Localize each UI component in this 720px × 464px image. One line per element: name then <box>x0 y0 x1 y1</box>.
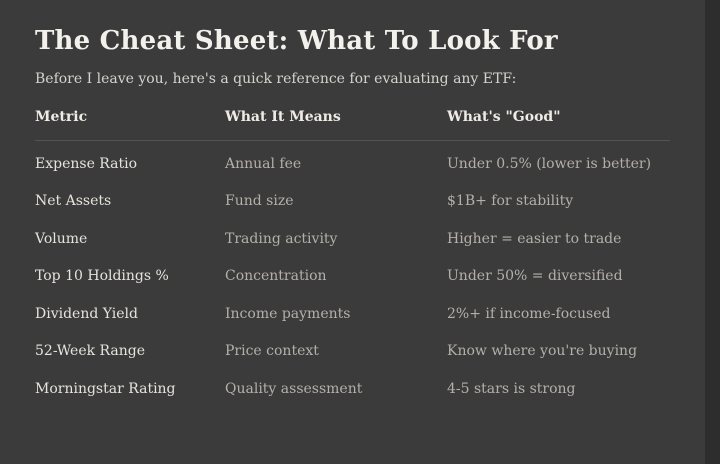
cell-meaning: Price context <box>225 343 319 360</box>
cell-good: $1B+ for stability <box>447 193 574 210</box>
etf-cheat-sheet-table: Metric What It Means What's "Good" Expen… <box>35 109 670 408</box>
cell-good: Higher = easier to trade <box>447 230 622 247</box>
column-header-good: What's "Good" <box>447 109 561 126</box>
cell-metric: 52-Week Range <box>35 343 146 360</box>
cell-good: Under 50% = diversified <box>447 268 623 285</box>
cell-meaning: Fund size <box>225 193 294 210</box>
table-row: 52-Week Range Price context Know where y… <box>35 333 670 371</box>
cell-good: Under 0.5% (lower is better) <box>447 155 652 172</box>
column-header-metric: Metric <box>35 109 88 126</box>
cell-metric: Net Assets <box>35 193 112 210</box>
cell-meaning: Quality assessment <box>225 380 363 397</box>
page-subtitle: Before I leave you, here's a quick refer… <box>35 70 517 87</box>
cell-metric: Dividend Yield <box>35 305 138 322</box>
cell-meaning: Concentration <box>225 268 327 285</box>
table-header-row: Metric What It Means What's "Good" <box>35 109 670 142</box>
table-row: Dividend Yield Income payments 2%+ if in… <box>35 295 670 333</box>
page-content: The Cheat Sheet: What To Look For Before… <box>35 26 670 408</box>
cell-metric: Top 10 Holdings % <box>35 268 169 285</box>
table-row: Net Assets Fund size $1B+ for stability <box>35 183 670 221</box>
cell-good: 4-5 stars is strong <box>447 380 576 397</box>
page-title: The Cheat Sheet: What To Look For <box>35 26 558 56</box>
cell-meaning: Income payments <box>225 305 351 322</box>
table-row: Expense Ratio Annual fee Under 0.5% (low… <box>35 145 670 183</box>
cell-meaning: Annual fee <box>225 155 302 172</box>
cell-good: Know where you're buying <box>447 343 638 360</box>
cell-metric: Expense Ratio <box>35 155 138 172</box>
cell-meaning: Trading activity <box>225 230 338 247</box>
table-row: Volume Trading activity Higher = easier … <box>35 220 670 258</box>
cell-metric: Morningstar Rating <box>35 380 176 397</box>
column-header-meaning: What It Means <box>225 109 341 126</box>
table-body: Expense Ratio Annual fee Under 0.5% (low… <box>35 141 670 408</box>
scrollbar-track[interactable] <box>705 0 720 464</box>
cell-good: 2%+ if income-focused <box>447 305 611 322</box>
table-row: Top 10 Holdings % Concentration Under 50… <box>35 258 670 296</box>
table-row: Morningstar Rating Quality assessment 4-… <box>35 370 670 408</box>
cell-metric: Volume <box>35 230 88 247</box>
